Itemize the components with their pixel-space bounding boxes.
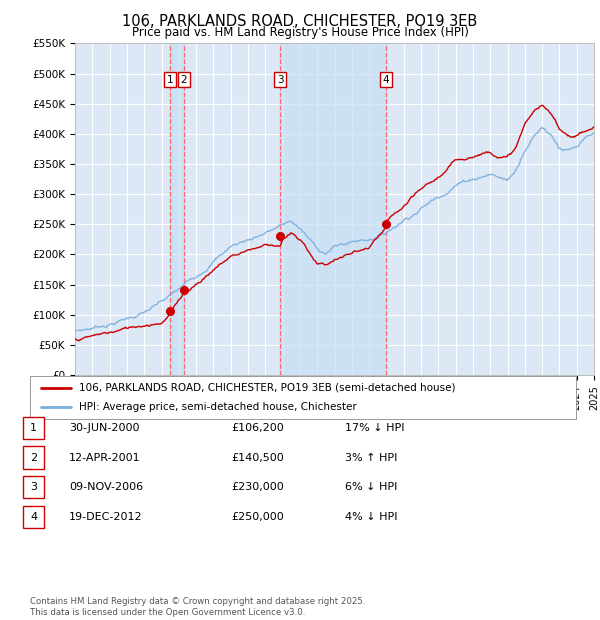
Bar (170, 43, 184, 375)
Text: 1: 1 (167, 74, 173, 84)
Text: 1: 1 (30, 423, 37, 433)
Text: HPI: Average price, semi-detached house, Chichester: HPI: Average price, semi-detached house,… (79, 402, 357, 412)
Text: £140,500: £140,500 (231, 453, 284, 463)
Text: 3: 3 (277, 74, 283, 84)
Text: 4% ↓ HPI: 4% ↓ HPI (345, 512, 398, 522)
Text: 30-JUN-2000: 30-JUN-2000 (69, 423, 139, 433)
Text: 19-DEC-2012: 19-DEC-2012 (69, 512, 143, 522)
Text: 3% ↑ HPI: 3% ↑ HPI (345, 453, 397, 463)
Text: £250,000: £250,000 (231, 512, 284, 522)
Text: £106,200: £106,200 (231, 423, 284, 433)
Text: 3: 3 (30, 482, 37, 492)
Text: 106, PARKLANDS ROAD, CHICHESTER, PO19 3EB: 106, PARKLANDS ROAD, CHICHESTER, PO19 3E… (122, 14, 478, 29)
Text: 2: 2 (30, 453, 37, 463)
Text: 106, PARKLANDS ROAD, CHICHESTER, PO19 3EB (semi-detached house): 106, PARKLANDS ROAD, CHICHESTER, PO19 3E… (79, 383, 455, 392)
Text: 12-APR-2001: 12-APR-2001 (69, 453, 140, 463)
Text: Contains HM Land Registry data © Crown copyright and database right 2025.
This d: Contains HM Land Registry data © Crown c… (30, 598, 365, 617)
Text: 4: 4 (383, 74, 389, 84)
Text: 17% ↓ HPI: 17% ↓ HPI (345, 423, 404, 433)
Text: 4: 4 (30, 512, 37, 522)
Text: 2: 2 (181, 74, 187, 84)
Text: 6% ↓ HPI: 6% ↓ HPI (345, 482, 397, 492)
Text: Price paid vs. HM Land Registry's House Price Index (HPI): Price paid vs. HM Land Registry's House … (131, 26, 469, 39)
Text: £230,000: £230,000 (231, 482, 284, 492)
Text: 09-NOV-2006: 09-NOV-2006 (69, 482, 143, 492)
Bar (280, 43, 386, 375)
